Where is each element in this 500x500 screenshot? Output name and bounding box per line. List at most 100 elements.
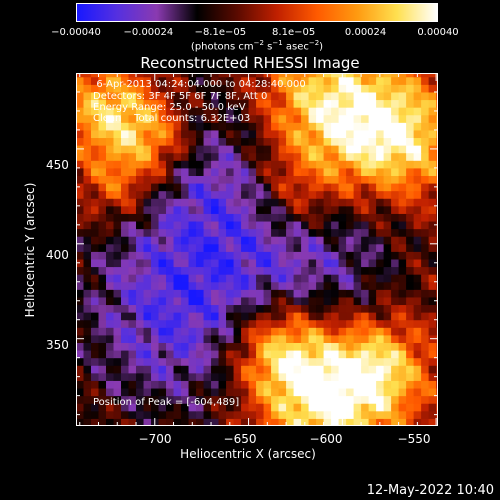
heatmap-cell xyxy=(196,388,205,397)
heatmap-cell xyxy=(203,152,212,161)
heatmap-cell xyxy=(338,304,347,313)
heatmap-cell xyxy=(428,137,437,146)
heatmap-cell xyxy=(188,365,197,374)
heatmap-cell xyxy=(241,198,250,207)
heatmap-cell xyxy=(181,342,190,351)
heatmap-cell xyxy=(91,122,100,131)
heatmap-cell xyxy=(226,296,235,306)
heatmap-cell xyxy=(113,243,122,252)
heatmap-cell xyxy=(83,183,92,192)
heatmap-cell xyxy=(413,114,422,123)
heatmap-cell xyxy=(331,76,340,85)
heatmap-cell xyxy=(338,198,347,207)
heatmap-cell xyxy=(263,129,272,139)
heatmap-cell xyxy=(91,145,100,154)
heatmap-cell xyxy=(383,266,392,275)
heatmap-cell xyxy=(376,296,385,306)
heatmap-cell xyxy=(316,114,325,123)
heatmap-cell xyxy=(271,152,280,161)
heatmap-cell xyxy=(211,221,220,230)
heatmap-cell xyxy=(368,372,377,381)
heatmap-cell xyxy=(218,122,227,131)
heatmap-cell xyxy=(428,84,437,93)
heatmap-cell xyxy=(256,145,265,154)
heatmap-cell xyxy=(76,410,85,419)
heatmap-cell xyxy=(293,342,302,351)
heatmap-cell xyxy=(368,236,377,245)
heatmap-cell xyxy=(136,236,145,245)
heatmap-cell xyxy=(166,221,175,230)
heatmap-cell xyxy=(286,403,295,412)
heatmap-cell xyxy=(353,365,362,374)
heatmap-cell xyxy=(338,107,347,116)
heatmap-cell xyxy=(383,73,392,78)
heatmap-cell xyxy=(241,99,250,108)
heatmap-cell xyxy=(293,145,302,154)
heatmap-cell xyxy=(83,190,92,199)
heatmap-cell xyxy=(421,342,430,351)
heatmap-cell xyxy=(286,198,295,207)
heatmap-cell xyxy=(376,281,385,290)
heatmap-cell xyxy=(383,99,392,108)
heatmap-cell xyxy=(248,243,257,252)
heatmap-cell xyxy=(218,365,227,374)
heatmap-cell xyxy=(263,175,272,184)
heatmap-cell xyxy=(361,342,370,351)
heatmap-cell xyxy=(218,319,227,328)
heatmap-cell xyxy=(398,403,407,412)
heatmap-cell xyxy=(218,114,227,123)
heatmap-cell xyxy=(361,221,370,230)
heatmap-cell xyxy=(271,388,280,397)
heatmap-cell xyxy=(413,205,422,214)
heatmap-cell xyxy=(368,312,377,321)
heatmap-cell xyxy=(293,418,302,426)
heatmap-cell xyxy=(286,221,295,230)
heatmap-cell xyxy=(286,251,295,260)
heatmap-cell xyxy=(233,289,242,298)
heatmap-cell xyxy=(413,372,422,381)
heatmap-cell xyxy=(113,137,122,146)
heatmap-cell xyxy=(76,84,85,93)
heatmap-cell xyxy=(143,236,152,245)
heatmap-cell xyxy=(106,129,115,139)
heatmap-cell xyxy=(263,137,272,146)
heatmap-cell xyxy=(196,107,205,116)
heatmap-cell xyxy=(128,350,137,359)
heatmap-cell xyxy=(331,129,340,139)
heatmap-cell xyxy=(406,107,415,116)
heatmap-cell xyxy=(406,372,415,381)
heatmap-cell xyxy=(271,289,280,298)
heatmap-cell xyxy=(233,183,242,192)
heatmap-cell xyxy=(308,296,317,306)
heatmap-cell xyxy=(241,160,250,169)
heatmap-cell xyxy=(391,183,400,192)
heatmap-cell xyxy=(346,221,355,230)
heatmap-cell xyxy=(376,76,385,85)
heatmap-cell xyxy=(121,266,130,275)
heatmap-cell xyxy=(316,243,325,252)
heatmap-cell xyxy=(271,304,280,313)
heatmap-cell xyxy=(166,289,175,298)
heatmap-cell xyxy=(361,228,370,237)
heatmap-cell xyxy=(128,319,137,328)
heatmap-cell xyxy=(166,274,175,283)
heatmap-cell xyxy=(346,350,355,359)
heatmap-cell xyxy=(128,84,137,93)
heatmap-cell xyxy=(151,236,160,245)
heatmap-cell xyxy=(256,129,265,139)
heatmap-cell xyxy=(316,137,325,146)
heatmap-cell xyxy=(331,167,340,176)
heatmap-cell xyxy=(413,296,422,306)
heatmap-cell xyxy=(173,198,182,207)
heatmap-cell xyxy=(158,129,167,139)
heatmap-cell xyxy=(361,350,370,359)
heatmap-cell xyxy=(136,274,145,283)
heatmap-cell xyxy=(158,274,167,283)
heatmap-cell xyxy=(166,129,175,139)
heatmap-cell xyxy=(368,258,377,268)
heatmap-cell xyxy=(143,84,152,93)
heatmap-cell xyxy=(218,76,227,85)
heatmap-cell xyxy=(421,76,430,85)
heatmap-cell xyxy=(241,236,250,245)
heatmap-cell xyxy=(106,107,115,116)
